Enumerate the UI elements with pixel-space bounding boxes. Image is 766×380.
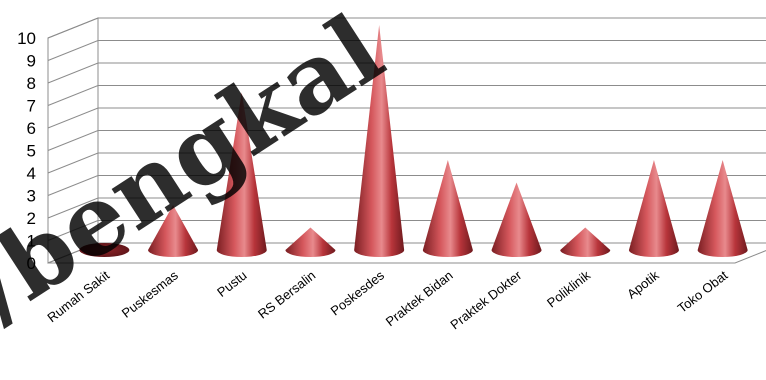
y-tick-label: 8: [27, 74, 36, 93]
cone-base: [79, 243, 130, 257]
gridline: [47, 197, 766, 219]
gridline: [47, 152, 766, 174]
cone-body: [560, 227, 611, 257]
y-tick-label: 1: [27, 232, 36, 251]
cone-body: [491, 182, 542, 257]
x-category-label: Poskesdes: [328, 267, 388, 318]
gridline: [47, 175, 766, 196]
x-category-label: Poliklinik: [544, 267, 593, 310]
x-category-label: Praktek Dokter: [447, 267, 525, 332]
cone-body: [628, 160, 679, 257]
cone-body: [285, 227, 336, 257]
gridline: [47, 220, 766, 241]
cone-body: [697, 160, 748, 257]
x-category-label: Toko Obat: [675, 267, 731, 316]
y-tick-label: 4: [27, 164, 36, 183]
gridline: [47, 62, 766, 84]
cone-praktek-dokter: [491, 182, 542, 257]
x-category-label: Praktek Bidan: [383, 268, 456, 330]
y-tick-label: 9: [27, 52, 36, 71]
x-category-label: Puskesmas: [119, 267, 182, 320]
cone-body: [354, 25, 405, 257]
cone-body: [216, 92, 267, 257]
y-tick-label: 3: [27, 187, 36, 206]
y-tick-label: 5: [27, 142, 36, 161]
y-tick-label: 2: [27, 209, 36, 228]
gridline: [47, 40, 766, 61]
cone-body: [148, 205, 199, 257]
gridline: [47, 17, 766, 39]
x-category-label: Apotik: [624, 267, 662, 301]
cone-rs-bersalin: [285, 227, 336, 257]
cone-poskesdes: [354, 25, 405, 257]
cone-poliklinik: [560, 227, 611, 257]
gridline: [47, 85, 766, 106]
cone-praktek-bidan: [422, 160, 473, 257]
cone-rumah-sakit: [79, 243, 130, 257]
y-tick-label: 0: [27, 254, 36, 273]
y-tick-label: 6: [27, 119, 36, 138]
cone-body: [422, 160, 473, 257]
cone-pustu: [216, 92, 267, 257]
cone-toko-obat: [697, 160, 748, 257]
cone-apotik: [628, 160, 679, 257]
gridline: [47, 130, 766, 151]
cone-puskesmas: [148, 205, 199, 257]
gridline: [47, 242, 766, 264]
y-tick-label: 7: [27, 97, 36, 116]
x-category-label: RS Bersalin: [255, 268, 318, 322]
gridline: [47, 107, 766, 129]
y-tick-label: 10: [17, 29, 36, 48]
x-category-label: Pustu: [214, 268, 249, 300]
